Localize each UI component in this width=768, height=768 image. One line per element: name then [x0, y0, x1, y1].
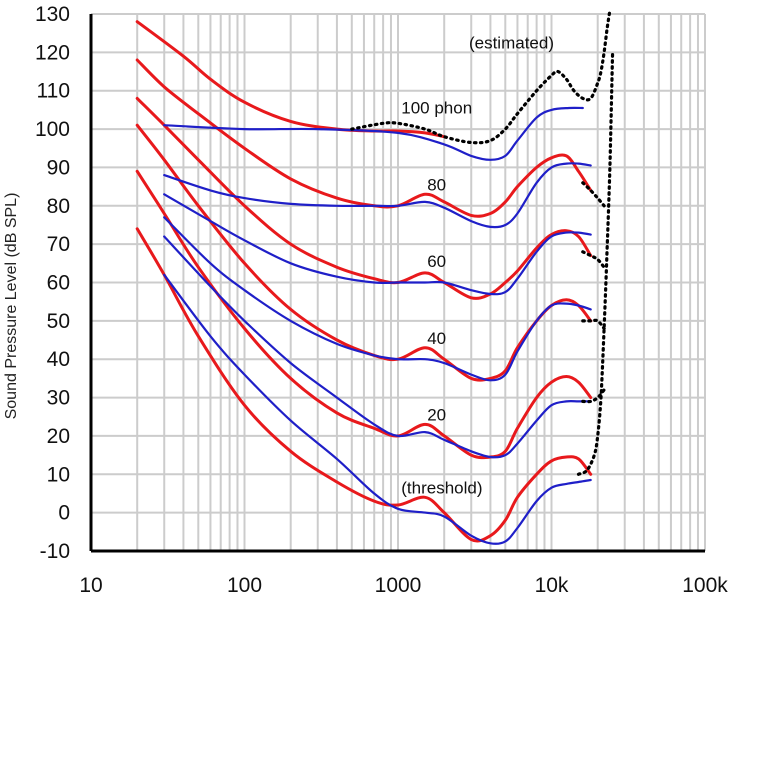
y-tick-label: 90 [47, 156, 70, 179]
y-tick-label: 40 [47, 348, 70, 371]
y-tick-label: -10 [40, 540, 70, 563]
series-blue-60 [163, 193, 592, 296]
series-blue-100 [163, 106, 584, 161]
annotation-label: 80 [427, 175, 446, 194]
axes [89, 14, 705, 553]
series-layer [135, 8, 615, 545]
series-estimated-extension [581, 250, 606, 269]
x-tick-label: 10k [535, 574, 569, 597]
y-tick-label: 50 [47, 310, 70, 333]
series-red-threshold [135, 227, 593, 543]
y-tick-label: 120 [35, 41, 70, 64]
y-tick-label: 100 [35, 118, 70, 141]
annotation-label: 100 phon [401, 99, 472, 118]
series-red-80 [135, 58, 593, 218]
annotation-label: 40 [427, 329, 446, 348]
series-blue-80 [163, 162, 592, 229]
y-tick-label: 60 [47, 272, 70, 295]
y-axis-label: Sound Pressure Level (dB SPL) [3, 193, 20, 420]
series-estimated [350, 8, 612, 145]
y-tick-label: 70 [47, 233, 70, 256]
annotation-label: (estimated) [469, 34, 554, 53]
x-tick-label: 10 [79, 574, 102, 597]
y-tick-label: 80 [47, 195, 70, 218]
annotation-label: 20 [427, 406, 446, 425]
x-tick-label: 1000 [375, 574, 422, 597]
y-tick-label: 10 [47, 463, 70, 486]
y-tick-label: 0 [58, 502, 70, 525]
series-estimated-extension [581, 388, 606, 404]
series-estimated-tail [576, 50, 615, 476]
series-blue-20 [163, 235, 592, 459]
y-tick-label: 20 [47, 425, 70, 448]
series-blue-40 [163, 216, 592, 382]
y-tick-label: 110 [37, 80, 70, 103]
y-tick-label: 130 [35, 3, 70, 26]
x-tick-label: 100 [227, 574, 262, 597]
x-tick-labels: 10 100 1000 10k 100k [79, 574, 728, 597]
annotation-label: 60 [427, 252, 446, 271]
series-red-100 [135, 20, 446, 139]
series-estimated-extension [581, 318, 606, 331]
y-tick-labels: -10 0 10 20 30 40 50 60 70 80 90 100 110 120 130 [35, 3, 70, 563]
series-blue-threshold [163, 273, 592, 545]
series-red-20 [135, 169, 593, 460]
x-tick-label: 100k [682, 574, 728, 597]
series-estimated-extension [581, 181, 606, 208]
annotations: (estimated) 100 phon 80 60 40 20 (threshold) [401, 34, 554, 498]
annotation-label: (threshold) [401, 478, 482, 497]
y-tick-label: 30 [47, 387, 70, 410]
